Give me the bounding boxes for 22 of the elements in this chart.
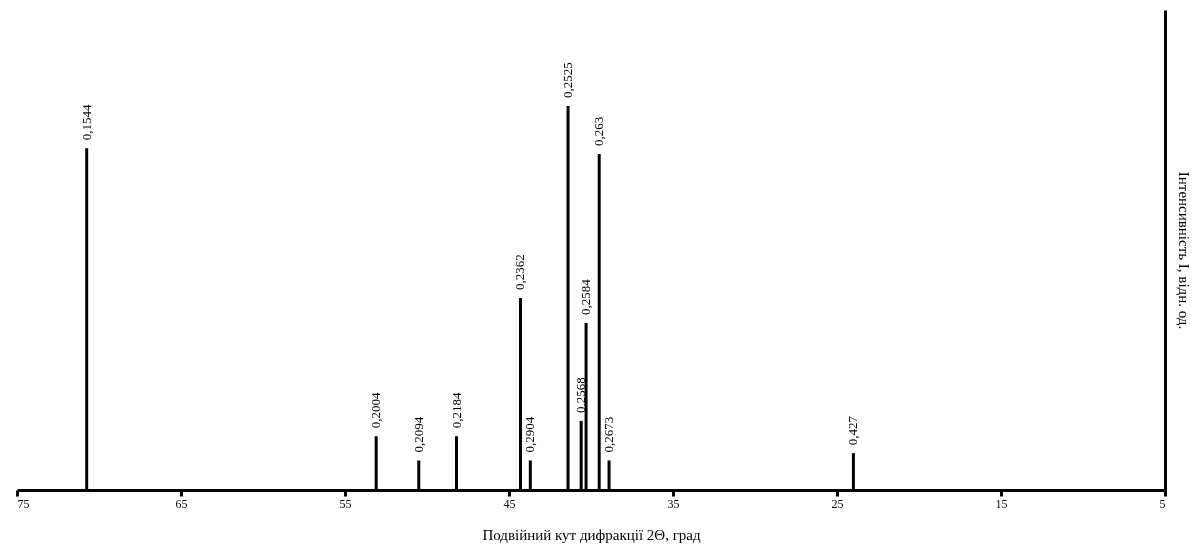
annotation: 0,2904 — [522, 416, 538, 453]
x-tick-label: 5 — [1159, 496, 1166, 511]
annotation: 0,2568 — [573, 377, 589, 413]
x-tick-label: 75 — [17, 496, 30, 511]
x-tick-label: 45 — [503, 496, 516, 511]
annotation: 0,1544 — [78, 103, 94, 141]
annotation: 0,427 — [845, 415, 861, 446]
y-axis-title: Інтенсивність I, відн. од. — [1175, 171, 1192, 330]
annotation: 0,2184 — [448, 391, 464, 429]
x-tick-label: 55 — [339, 496, 352, 511]
x-tick-label: 25 — [831, 496, 844, 511]
annotation: 0,263 — [591, 116, 607, 146]
annotation: 0,2362 — [512, 254, 528, 290]
x-tick-label: 15 — [995, 496, 1008, 511]
annotation: 0,2094 — [410, 416, 426, 453]
x-axis-title: Подвійний кут дифракції 2Θ, град — [482, 526, 701, 543]
annotation: 0,2004 — [368, 391, 384, 429]
annotation: 0,2525 — [560, 62, 576, 98]
annotation: 0,2673 — [601, 416, 617, 453]
annotation: 0,2584 — [578, 278, 594, 315]
x-tick-label: 35 — [667, 496, 680, 511]
x-tick-label: 65 — [175, 496, 188, 511]
